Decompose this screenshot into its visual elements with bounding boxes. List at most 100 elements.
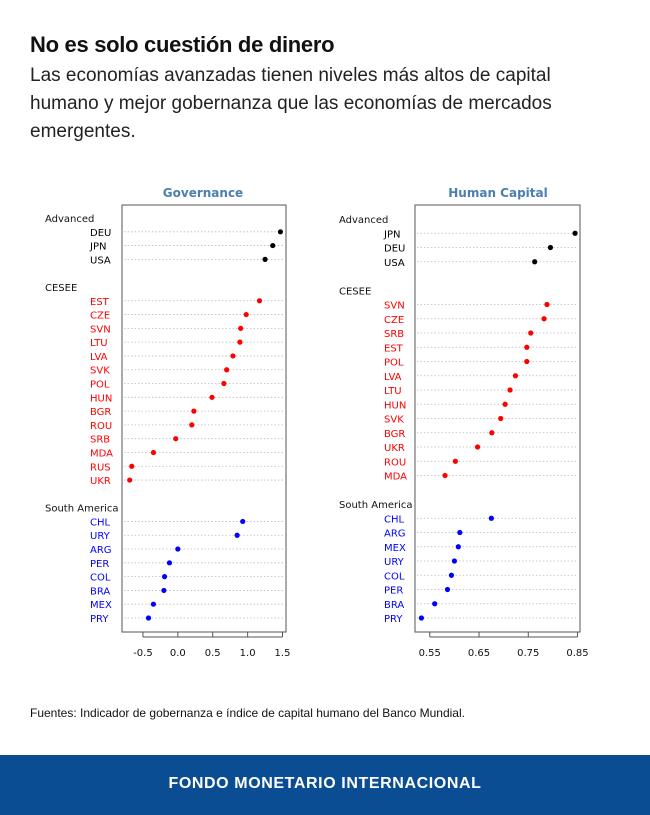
data-point-pry — [145, 615, 152, 621]
data-point-svn — [238, 325, 244, 331]
data-point-chl — [240, 518, 246, 525]
x-tick-label: 0.55 — [419, 648, 441, 659]
governance-chart-title: Governance — [163, 186, 243, 200]
country-label: HUN — [384, 400, 406, 411]
group-header: South America — [45, 504, 119, 515]
country-label: USA — [90, 255, 111, 266]
country-label: ARG — [384, 529, 406, 540]
country-label: CZE — [90, 311, 110, 322]
country-label: MDA — [90, 448, 113, 459]
data-point-col — [448, 572, 455, 578]
country-label: JPN — [383, 229, 400, 240]
country-label: ROU — [90, 421, 112, 432]
data-point-bra — [161, 587, 167, 594]
data-point-usa — [262, 256, 268, 262]
country-label: UKR — [384, 443, 405, 454]
country-label: USA — [384, 258, 405, 269]
country-label: SVN — [90, 324, 111, 335]
data-point-est — [524, 344, 530, 350]
page-subtitle: Las economías avanzadas tienen niveles m… — [30, 65, 552, 142]
data-point-cze — [243, 311, 249, 318]
data-point-pol — [221, 380, 227, 387]
country-label: LTU — [384, 386, 402, 397]
country-label: SVK — [90, 366, 110, 377]
data-point-hun — [209, 394, 215, 400]
data-point-deu — [277, 229, 284, 235]
country-label: JPN — [89, 242, 106, 253]
data-point-mex — [150, 601, 157, 607]
data-point-col — [161, 574, 168, 580]
country-label: PRY — [90, 614, 109, 625]
country-label: EST — [90, 297, 110, 308]
country-label: PRY — [384, 614, 403, 625]
country-label: HUN — [90, 393, 112, 404]
country-label: SVN — [384, 301, 405, 312]
data-point-lva — [230, 353, 236, 359]
data-point-per — [444, 586, 451, 593]
data-point-arg — [175, 546, 181, 552]
group-header: CESEE — [339, 286, 371, 297]
country-label: COL — [384, 571, 405, 582]
country-label: BRA — [90, 586, 110, 597]
footer-bar: FONDO MONETARIO INTERNACIONAL — [0, 755, 650, 815]
data-point-ury — [234, 532, 240, 538]
dot-charts: Governance Advanced DEU JPN USA CESEE EST CZE SV… — [45, 186, 589, 659]
country-label: RUS — [90, 462, 111, 473]
x-tick-label: 0.0 — [170, 648, 186, 659]
data-point-chl — [488, 515, 494, 521]
data-point-pry — [418, 615, 425, 621]
data-point-jpn — [270, 242, 276, 249]
data-point-ukr — [127, 477, 133, 483]
data-point-mex — [455, 544, 461, 550]
country-label: LTU — [90, 338, 108, 349]
source-note: Fuentes: Indicador de gobernanza e índic… — [30, 706, 465, 720]
data-point-rou — [452, 458, 458, 464]
governance-plot-frame — [121, 204, 287, 633]
group-header: Advanced — [339, 215, 388, 226]
x-tick-label: 1.5 — [275, 648, 291, 659]
country-label: PER — [90, 559, 109, 570]
x-tick-label: -0.5 — [133, 648, 153, 659]
data-point-arg — [457, 529, 463, 536]
x-tick-label: 0.85 — [566, 648, 588, 659]
x-tick-label: 0.5 — [205, 648, 221, 659]
data-point-ukr — [474, 444, 481, 450]
data-point-bra — [432, 601, 438, 607]
data-point-ury — [451, 558, 458, 564]
group-header: Advanced — [45, 214, 94, 225]
country-label: CHL — [90, 517, 111, 528]
data-point-srb — [528, 330, 534, 336]
country-label: MEX — [90, 600, 112, 611]
country-label: URY — [384, 557, 405, 568]
data-point-hun — [502, 401, 508, 407]
country-label: MDA — [384, 472, 407, 483]
country-label: BGR — [90, 407, 111, 418]
data-point-mda — [150, 449, 157, 456]
data-point-rou — [189, 422, 195, 428]
data-point-bgr — [489, 430, 495, 436]
country-label: LVA — [384, 372, 402, 383]
data-point-jpn — [572, 230, 578, 236]
data-point-svk — [498, 415, 504, 422]
data-point-bgr — [191, 408, 197, 414]
country-label: UKR — [90, 476, 111, 487]
country-label: LVA — [90, 352, 108, 363]
country-label: DEU — [90, 228, 111, 239]
country-label: ARG — [90, 545, 112, 556]
page-title: No es solo cuestión de dinero — [30, 32, 335, 57]
country-label: COL — [90, 573, 111, 584]
country-label: POL — [384, 358, 404, 369]
footer-label: FONDO MONETARIO INTERNACIONAL — [168, 775, 482, 792]
group-header: CESEE — [45, 283, 77, 294]
data-point-per — [166, 560, 173, 566]
x-tick-label: 0.75 — [517, 648, 539, 659]
group-header: South America — [339, 500, 413, 511]
country-label: CZE — [384, 315, 404, 326]
country-label: PER — [384, 586, 403, 597]
data-point-rus — [129, 463, 135, 469]
data-point-svn — [544, 301, 550, 308]
data-point-deu — [547, 244, 554, 251]
country-label: DEU — [384, 244, 405, 255]
data-point-srb — [173, 436, 179, 442]
country-label: SRB — [90, 435, 110, 446]
